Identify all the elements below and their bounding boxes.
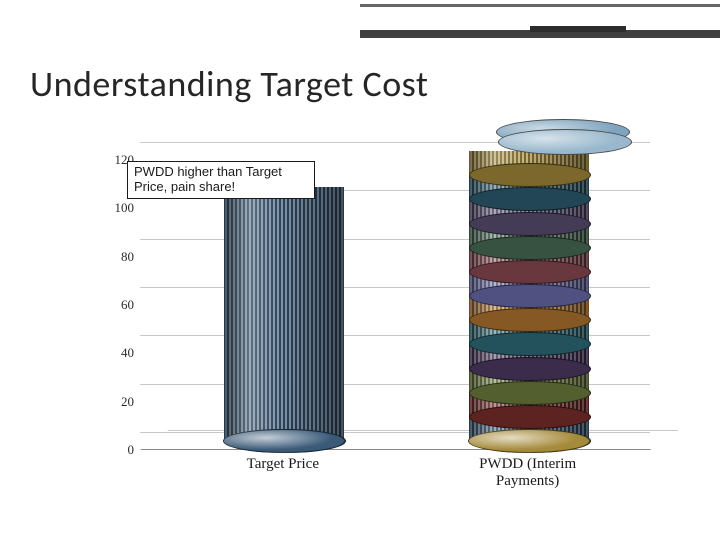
slide-title: Understanding Target Cost — [30, 62, 428, 106]
y-tick-label: 80 — [94, 249, 134, 265]
cylinder-top-cap — [468, 429, 590, 453]
category-label: PWDD (Interim Payments) — [466, 456, 588, 490]
y-tick-label: 100 — [94, 200, 134, 216]
y-tick-label: 60 — [94, 297, 134, 313]
plot-area: 020406080100120Target PricePWDD (Interim… — [140, 160, 650, 450]
callout-line: Price, pain share! — [134, 180, 308, 195]
y-tick-label: 40 — [94, 345, 134, 361]
decor-bar — [360, 4, 720, 7]
chart-segment — [224, 187, 344, 441]
callout-box: PWDD higher than TargetPrice, pain share… — [127, 161, 315, 199]
slide: { "decor_bars": [ { "left": 360, "width"… — [0, 0, 720, 540]
cylinder-top-cap — [223, 429, 345, 453]
y-tick-label: 0 — [94, 442, 134, 458]
y-tick-label: 20 — [94, 394, 134, 410]
floating-disc — [498, 129, 632, 155]
callout-line: PWDD higher than Target — [134, 165, 308, 180]
chart: 020406080100120Target PricePWDD (Interim… — [90, 150, 650, 480]
category-label: Target Price — [247, 456, 319, 473]
chart-floor — [140, 430, 679, 450]
decor-bar — [530, 26, 626, 32]
